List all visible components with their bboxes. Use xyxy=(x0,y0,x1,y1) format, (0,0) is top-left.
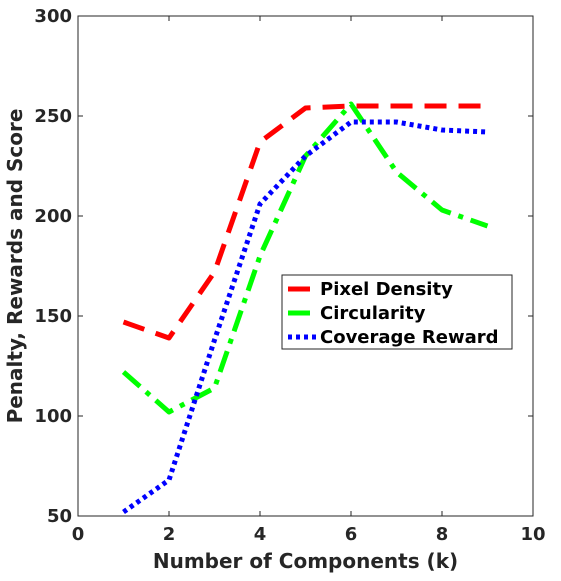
series-line-circularity xyxy=(121,101,489,415)
legend-label-coverage-reward: Coverage Reward xyxy=(320,327,499,348)
y-tick-label: 250 xyxy=(34,106,72,127)
legend-label-pixel-density: Pixel Density xyxy=(320,279,453,300)
series-line-coverage-reward xyxy=(122,119,488,515)
y-tick-label: 100 xyxy=(34,406,72,427)
legend-label-circularity: Circularity xyxy=(320,303,426,324)
x-tick-label: 8 xyxy=(436,524,449,545)
axis-layer: 0 2 4 6 8 10 50 100 150 200 250 300 xyxy=(34,6,545,545)
x-tick-label: 0 xyxy=(72,524,85,545)
y-tick-label: 50 xyxy=(47,506,72,527)
y-tick-label: 300 xyxy=(34,6,72,27)
plot-area xyxy=(77,15,534,517)
x-tick-label: 10 xyxy=(520,524,545,545)
x-tick-label: 6 xyxy=(345,524,358,545)
series-line-pixel-density xyxy=(122,103,488,341)
legend: Pixel Density Circularity Coverage Reward xyxy=(281,274,513,350)
x-tick-label: 2 xyxy=(163,524,176,545)
y-tick-label: 150 xyxy=(34,306,72,327)
x-tick-label: 4 xyxy=(254,524,267,545)
series-layer xyxy=(121,101,489,515)
legend-box xyxy=(281,274,513,350)
y-axis-label: Penalty, Rewards and Score xyxy=(3,109,27,424)
x-axis-label: Number of Components (k) xyxy=(153,549,458,573)
y-tick-label: 200 xyxy=(34,206,72,227)
